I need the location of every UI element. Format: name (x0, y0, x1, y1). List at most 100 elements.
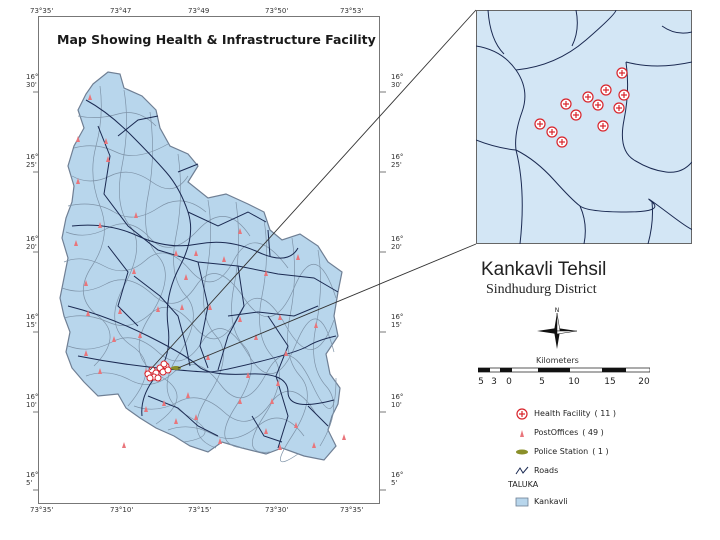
legend-count: ( 49 ) (582, 428, 604, 437)
map-legend: Health Facility ( 11 ) PostOffices ( 49 … (508, 404, 672, 511)
latitude-label-left: 16° 10' (26, 393, 39, 409)
post-office-icon (278, 444, 282, 450)
legend-label: Health Facility (534, 409, 591, 418)
post-office-icon (104, 138, 108, 144)
post-office-icon (84, 350, 88, 356)
main-map-frame (38, 16, 380, 504)
latitude-label-left: 16° 5' (26, 471, 39, 487)
post-office-icon (254, 334, 258, 340)
legend-count: ( 11 ) (594, 409, 617, 418)
scale-tick: 10 (568, 377, 580, 387)
inset-health-facilities (534, 67, 630, 148)
legend-item-post-offices: PostOffices ( 49 ) (512, 423, 672, 442)
tehsil-title: Kankavli Tehsil (481, 259, 607, 280)
post-office-icon (296, 254, 300, 260)
post-office-icon (174, 250, 178, 256)
post-office-icon (512, 426, 532, 440)
post-office-icon (222, 256, 226, 262)
post-office-icon (264, 428, 268, 434)
latitude-label-right: 16° 25' (391, 153, 404, 169)
post-office-icon (186, 392, 190, 398)
health-facility-icon (512, 407, 532, 421)
post-office-icon (238, 228, 242, 234)
inset-leader-lines (149, 9, 477, 371)
legend-item-health-facility: Health Facility ( 11 ) (512, 404, 672, 423)
longitude-label-top: 73°50' (265, 7, 289, 15)
scale-tick: 15 (604, 377, 616, 387)
post-office-icon (278, 314, 282, 320)
latitude-label-left: 16° 30' (26, 73, 39, 89)
legend-item-roads: Roads (512, 461, 672, 480)
post-office-icon (264, 270, 268, 276)
longitude-label-bottom: 73°30' (265, 506, 289, 514)
post-office-icon (144, 406, 148, 412)
police-station-icon (512, 445, 532, 459)
legend-item-kankavli: Kankavli (512, 492, 672, 511)
post-office-icon (84, 280, 88, 286)
longitude-label-top: 73°47 (110, 7, 132, 15)
post-office-icon (98, 222, 102, 228)
legend-label: PostOffices (534, 428, 579, 437)
post-office-icon (194, 250, 198, 256)
post-office-icon (294, 422, 298, 428)
boundary-fill-icon (512, 495, 532, 509)
roads-icon (512, 464, 532, 478)
post-office-icon (270, 398, 274, 404)
post-office-icon (238, 316, 242, 322)
post-office-icon (112, 336, 116, 342)
latitude-label-right: 16° 20' (391, 235, 404, 251)
health-facility-cluster (144, 360, 172, 382)
post-office-icon (246, 372, 250, 378)
longitude-label-bottom: 73°35' (30, 506, 54, 514)
latitude-label-left: 16° 25' (26, 153, 39, 169)
north-label: N (555, 307, 560, 314)
longitude-label-top: 73°35' (30, 7, 54, 15)
longitude-label-bottom: 73°15' (188, 506, 212, 514)
post-office-icon (118, 308, 122, 314)
post-office-icon (74, 240, 78, 246)
post-office-icon (180, 304, 184, 310)
post-office-icon (174, 418, 178, 424)
post-office-icon (76, 136, 80, 142)
post-office-icon (276, 380, 280, 386)
post-office-icon (238, 398, 242, 404)
map-title: Map Showing Health & Infrastructure Faci… (57, 32, 376, 47)
district-title: Sindhudurg District (486, 282, 597, 297)
legend-count: ( 1 ) (592, 447, 609, 456)
scale-tick: 0 (506, 377, 512, 387)
post-office-icon (86, 310, 90, 316)
post-office-icon (122, 442, 126, 448)
legend-item-police-station: Police Station ( 1 ) (512, 442, 672, 461)
post-office-icon (134, 212, 138, 218)
scale-tick: 5 (478, 377, 484, 387)
scale-tick-labels: 5 3 0 5 10 15 20 (470, 377, 660, 389)
latitude-label-right: 16° 5' (391, 471, 404, 487)
legend-label: Kankavli (534, 497, 568, 506)
post-office-icon (284, 350, 288, 356)
post-office-icon (156, 306, 160, 312)
post-office-icon (88, 94, 92, 100)
latitude-label-right: 16° 10' (391, 393, 404, 409)
post-office-icon (342, 434, 346, 440)
latitude-label-right: 16° 15' (391, 313, 404, 329)
latitude-label-left: 16° 15' (26, 313, 39, 329)
post-office-icon (206, 354, 210, 360)
legend-boundary-heading: TALUKA (508, 480, 539, 489)
scale-title: Kilometers (536, 356, 579, 365)
post-office-icon (132, 268, 136, 274)
post-office-icon (314, 322, 318, 328)
post-office-icon (76, 178, 80, 184)
longitude-label-bottom: 73°35' (340, 506, 364, 514)
post-office-icon (218, 438, 222, 444)
post-office-icon (162, 400, 166, 406)
legend-label: Police Station (534, 447, 589, 456)
post-office-icon (312, 442, 316, 448)
longitude-label-top: 73°53' (340, 7, 364, 15)
longitude-label-bottom: 73°10' (110, 506, 134, 514)
longitude-label-top: 73°49 (188, 7, 210, 15)
post-office-icon (138, 332, 142, 338)
post-office-icon (208, 304, 212, 310)
north-arrow-icon: N (537, 307, 578, 349)
